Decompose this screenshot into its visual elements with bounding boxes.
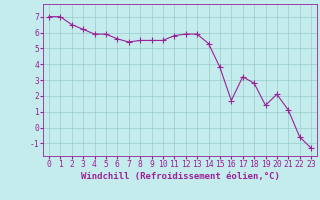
X-axis label: Windchill (Refroidissement éolien,°C): Windchill (Refroidissement éolien,°C) xyxy=(81,172,279,181)
